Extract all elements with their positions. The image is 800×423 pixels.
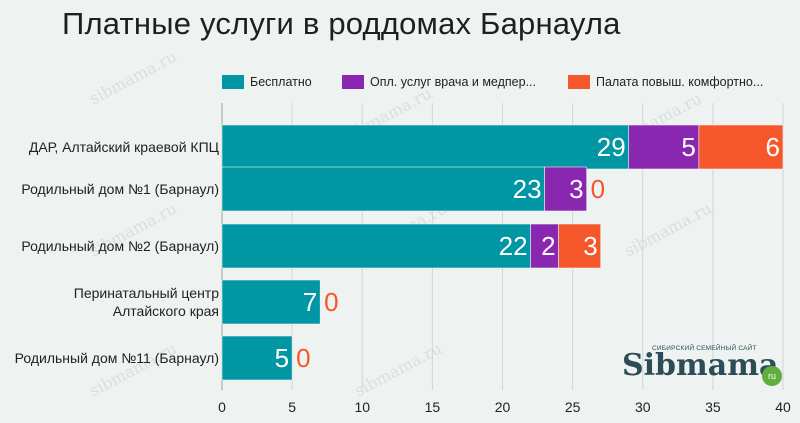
- chart-title: Платные услуги в роддомах Барнаула: [62, 6, 621, 41]
- category-label: ДАР, Алтайский краевой КПЦ: [29, 138, 219, 156]
- category-label: Родильный дом №2 (Барнаул): [21, 237, 219, 255]
- category-label-line: ДАР, Алтайский краевой КПЦ: [28, 139, 219, 155]
- bar-segment: [221, 166, 545, 212]
- x-tick-label: 20: [495, 399, 511, 415]
- legend-label-room: Палата повыш. комфортно...: [596, 75, 764, 89]
- logo-wordmark: Sibmama: [622, 348, 779, 383]
- category-label: Перинатальный центр Алтайского края: [74, 284, 219, 320]
- x-tick-label: 40: [775, 399, 791, 415]
- data-label: 3: [583, 231, 597, 261]
- x-tick-label: 30: [635, 399, 651, 415]
- legend-swatch-room: [568, 75, 590, 89]
- bar-segment: [221, 124, 630, 170]
- bar-segment: [530, 223, 559, 269]
- bar-segment: [221, 279, 321, 325]
- bar-segment: [221, 223, 531, 269]
- logo-tagline: СИБИРСКИЙ СЕМЕЙНЫЙ САЙТ: [652, 345, 757, 352]
- data-label: 2: [541, 231, 555, 261]
- data-label: 6: [766, 132, 780, 162]
- data-label: 23: [513, 174, 542, 204]
- x-tick-label: 10: [354, 399, 370, 415]
- x-tick-label: 15: [425, 399, 441, 415]
- legend-item-doctor: Опл. услуг врача и медпер...: [342, 72, 536, 92]
- data-label-zero: 0: [324, 287, 338, 317]
- category-label-line: Родильный дом №2 (Барнаул): [21, 238, 219, 254]
- data-label: 5: [275, 343, 289, 373]
- x-tick-label: 0: [218, 399, 226, 415]
- legend: Бесплатно Опл. услуг врача и медпер... П…: [222, 72, 794, 92]
- data-label: 22: [499, 231, 528, 261]
- logo-ru-badge: ru: [762, 366, 782, 386]
- legend-item-free: Бесплатно: [222, 72, 312, 92]
- legend-label-free: Бесплатно: [250, 75, 312, 89]
- data-label: 5: [681, 132, 695, 162]
- data-label-zero: 0: [591, 174, 605, 204]
- sibmama-logo: СИБИРСКИЙ СЕМЕЙНЫЙ САЙТ Sibmama ru: [622, 340, 792, 390]
- bar-segment: [558, 223, 601, 269]
- bar-segment: [544, 166, 587, 212]
- data-label: 7: [303, 287, 317, 317]
- category-label-line: Родильный дом №11 (Барнаул): [14, 350, 219, 366]
- category-label-line: Перинатальный центр: [73, 285, 219, 301]
- category-label-line: Алтайского края: [112, 303, 219, 319]
- bar-segment: [628, 124, 700, 170]
- data-label-zero: 0: [296, 343, 310, 373]
- legend-swatch-free: [222, 75, 244, 89]
- data-label: 29: [597, 132, 626, 162]
- category-label: Родильный дом №1 (Барнаул): [21, 180, 219, 198]
- category-label-line: Родильный дом №1 (Барнаул): [21, 181, 219, 197]
- bar-segment: [698, 124, 784, 170]
- x-tick-label: 25: [565, 399, 581, 415]
- bar-segment: [221, 335, 293, 381]
- legend-item-room: Палата повыш. комфортно...: [568, 72, 763, 92]
- legend-swatch-doctor: [342, 75, 364, 89]
- x-tick-label: 5: [288, 399, 296, 415]
- legend-label-doctor: Опл. услуг врача и медпер...: [370, 75, 536, 89]
- category-label: Родильный дом №11 (Барнаул): [15, 349, 219, 367]
- x-tick-label: 35: [705, 399, 721, 415]
- data-label: 3: [569, 174, 583, 204]
